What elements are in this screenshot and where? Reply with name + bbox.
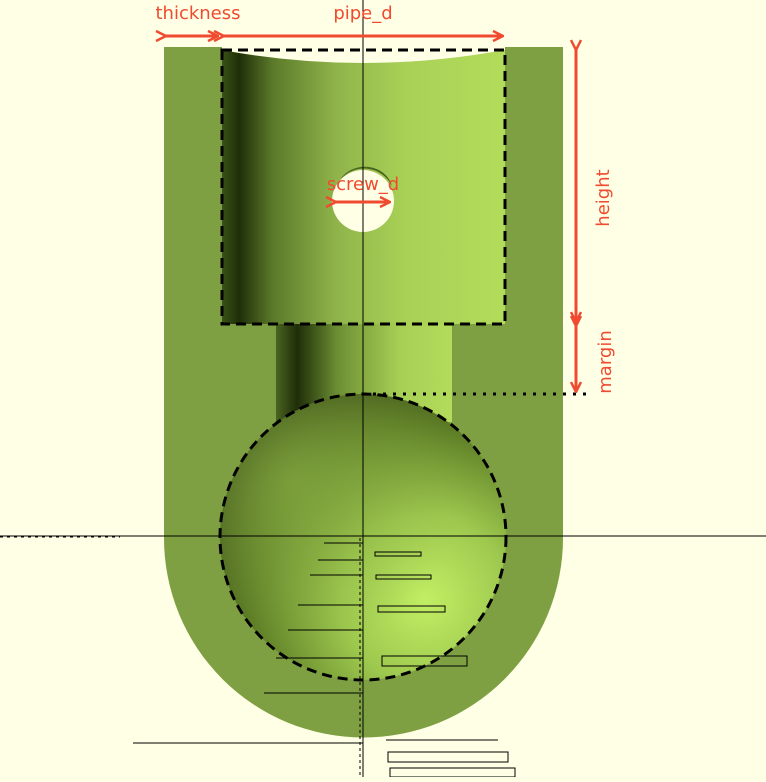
thickness-label: thickness: [155, 3, 240, 24]
pipe-outline: [220, 48, 507, 326]
pipe-d-label: pipe_d: [333, 3, 392, 24]
screw-hole-shadow: [340, 166, 392, 186]
axis-ruler: [133, 542, 516, 778]
screw-d-label: screw_d: [327, 174, 400, 195]
height-label: height: [593, 169, 614, 226]
dimension-arrows: [166, 36, 576, 392]
margin-label: margin: [595, 330, 616, 393]
